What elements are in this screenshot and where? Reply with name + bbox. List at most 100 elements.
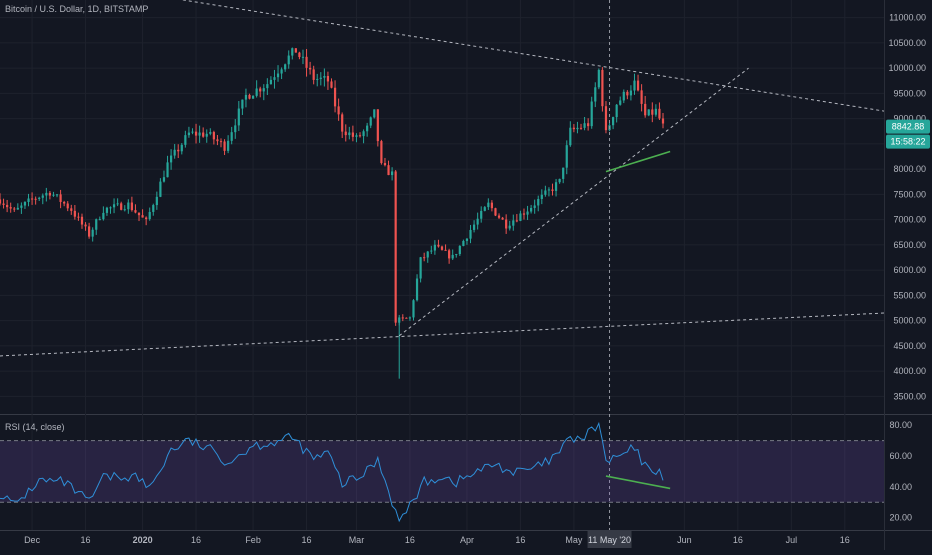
candle (294, 48, 297, 53)
candle-body (501, 217, 504, 220)
price-tick-label: 9500.00 (893, 88, 926, 98)
candle-body (191, 131, 194, 133)
candle-body (145, 217, 148, 220)
candle (341, 112, 344, 138)
candle (95, 218, 98, 235)
candle (202, 127, 205, 138)
candle (291, 47, 294, 60)
candle-body (579, 127, 583, 129)
candle-body (269, 79, 273, 85)
candle-body (273, 77, 276, 80)
candle-body (152, 205, 155, 212)
candle (309, 61, 312, 75)
candle-body (280, 69, 283, 74)
candle (401, 314, 404, 322)
candle-body (462, 240, 465, 246)
candle (77, 212, 80, 221)
candle-body (16, 207, 19, 210)
countdown-badge-bg (886, 134, 930, 149)
candle (348, 126, 351, 140)
candle (633, 73, 636, 95)
candle-body (59, 194, 62, 202)
price-tick-label: 6000.00 (893, 265, 926, 275)
candle-body (572, 127, 575, 130)
candle-body (312, 69, 315, 80)
candle-body (362, 131, 365, 137)
price-divergence-line[interactable] (605, 150, 671, 173)
candle-body (390, 171, 394, 176)
candle (251, 95, 255, 99)
countdown-badge: 15:58:22 (886, 134, 930, 149)
candle (408, 316, 412, 321)
rsi-tick-label: 20.00 (889, 513, 912, 523)
crosshair-date-bg (587, 531, 632, 548)
candle (390, 167, 394, 181)
candle (651, 102, 654, 123)
candle (98, 216, 101, 221)
candle-body (487, 202, 490, 208)
candle-body (594, 87, 597, 102)
candle-body (348, 132, 351, 136)
candle (137, 212, 141, 222)
candle-body (194, 131, 198, 136)
candle (505, 214, 508, 234)
trendline-rising-support[interactable] (398, 67, 749, 337)
trendlines (0, 0, 885, 357)
price-tick-label: 8000.00 (893, 164, 926, 174)
candle (45, 187, 48, 202)
candle-body (587, 123, 590, 127)
candle-body (173, 149, 176, 156)
candle (259, 86, 262, 98)
rsi-divergence-line[interactable] (605, 475, 671, 490)
candle (23, 201, 27, 209)
candle (70, 204, 73, 215)
price-tick-label: 4000.00 (893, 366, 926, 376)
price-tick-label: 9000.00 (893, 114, 926, 124)
candle (48, 191, 52, 200)
countdown-value: 15:58:22 (890, 137, 925, 147)
grid-lines (0, 0, 884, 530)
candle-body (66, 203, 69, 209)
candle (437, 239, 440, 248)
candle-body (366, 125, 369, 132)
candle (27, 193, 30, 207)
candle (476, 212, 479, 230)
candle-body (255, 88, 258, 96)
candle (501, 216, 504, 220)
candle (148, 207, 151, 221)
candle-body (640, 90, 643, 104)
candle-body (373, 109, 376, 118)
candle-body (6, 204, 9, 208)
candle (305, 49, 308, 77)
candle-body (597, 69, 600, 88)
candle (583, 116, 586, 131)
candle (579, 123, 583, 130)
candle (88, 222, 91, 239)
candle (130, 196, 133, 212)
candle-body (358, 135, 362, 137)
candle-body (565, 145, 568, 168)
candle-body (337, 106, 340, 115)
candle (38, 196, 41, 201)
candle (373, 109, 376, 119)
candle-body (230, 132, 233, 141)
candle (319, 72, 322, 86)
candle (298, 51, 301, 60)
time-axis: Dec 16 2020 16 Feb 16 Mar 16 Apr 16 May Jun 16 Jul 16 (24, 535, 850, 545)
candle (223, 139, 226, 156)
last-price-badge: 8842.88 (886, 119, 930, 134)
candle-body (455, 254, 458, 256)
candle (152, 203, 155, 216)
candle (469, 224, 472, 244)
price-tick-label: 5500.00 (893, 290, 926, 300)
candle (105, 206, 109, 216)
candle-body (134, 210, 137, 213)
candle-body (590, 101, 593, 127)
candle-body (330, 81, 333, 88)
candle-body (661, 118, 665, 124)
chart-title: Bitcoin / U.S. Dollar, 1D, BITSTAMP (5, 4, 148, 14)
trendline-upper-resistance[interactable] (135, 0, 885, 112)
price-tick-label: 6500.00 (893, 240, 926, 250)
rsi-title: RSI (14, close) (5, 422, 65, 432)
